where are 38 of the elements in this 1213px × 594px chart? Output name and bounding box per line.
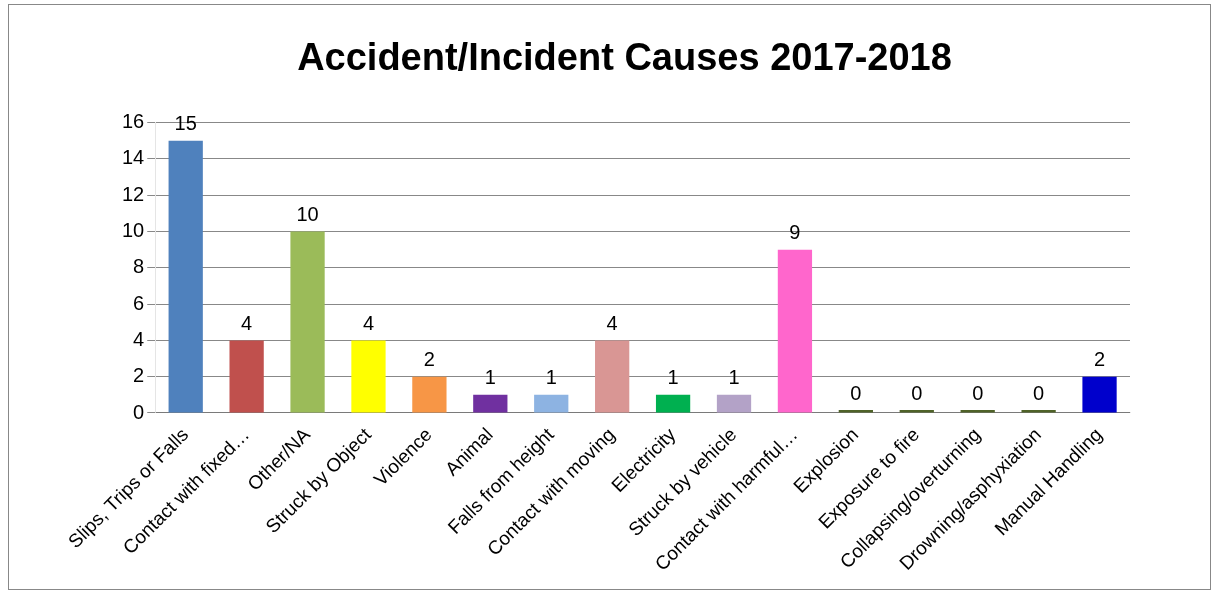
bar	[1082, 376, 1117, 413]
y-tick-label: 16	[122, 110, 145, 133]
data-label: 4	[241, 311, 253, 334]
y-tick-label: 4	[133, 327, 145, 350]
data-label: 1	[484, 366, 496, 389]
data-label: 2	[423, 348, 435, 371]
data-label: 15	[174, 112, 197, 135]
bar	[534, 394, 569, 413]
bar	[290, 231, 325, 413]
y-tick-label: 2	[133, 364, 145, 387]
bar	[351, 340, 386, 413]
bar	[777, 249, 813, 413]
y-tick-label: 8	[133, 255, 145, 278]
data-label: 4	[606, 311, 618, 334]
data-label: 1	[667, 366, 679, 389]
bar	[595, 340, 630, 413]
y-tick-label: 14	[122, 146, 145, 169]
bar	[168, 140, 203, 413]
data-label: 4	[362, 311, 375, 334]
data-label: 10	[296, 203, 319, 226]
bar	[412, 376, 447, 413]
y-tick-label: 6	[133, 291, 145, 314]
chart-title: Accident/Incident Causes 2017-2018	[297, 36, 952, 79]
data-label: 9	[789, 221, 801, 244]
data-label: 0	[972, 381, 984, 404]
bar	[473, 394, 508, 413]
bar	[716, 394, 752, 413]
y-tick-label: 10	[122, 219, 145, 242]
bar	[655, 394, 691, 413]
data-label: 1	[728, 366, 740, 389]
data-label: 0	[911, 381, 923, 404]
data-label: 0	[1033, 381, 1045, 404]
data-label: 2	[1093, 348, 1106, 371]
data-label: 0	[850, 381, 862, 404]
y-tick-label: 0	[133, 400, 145, 423]
data-label: 1	[545, 366, 557, 389]
y-tick-label: 12	[122, 182, 145, 205]
bar	[229, 340, 264, 413]
